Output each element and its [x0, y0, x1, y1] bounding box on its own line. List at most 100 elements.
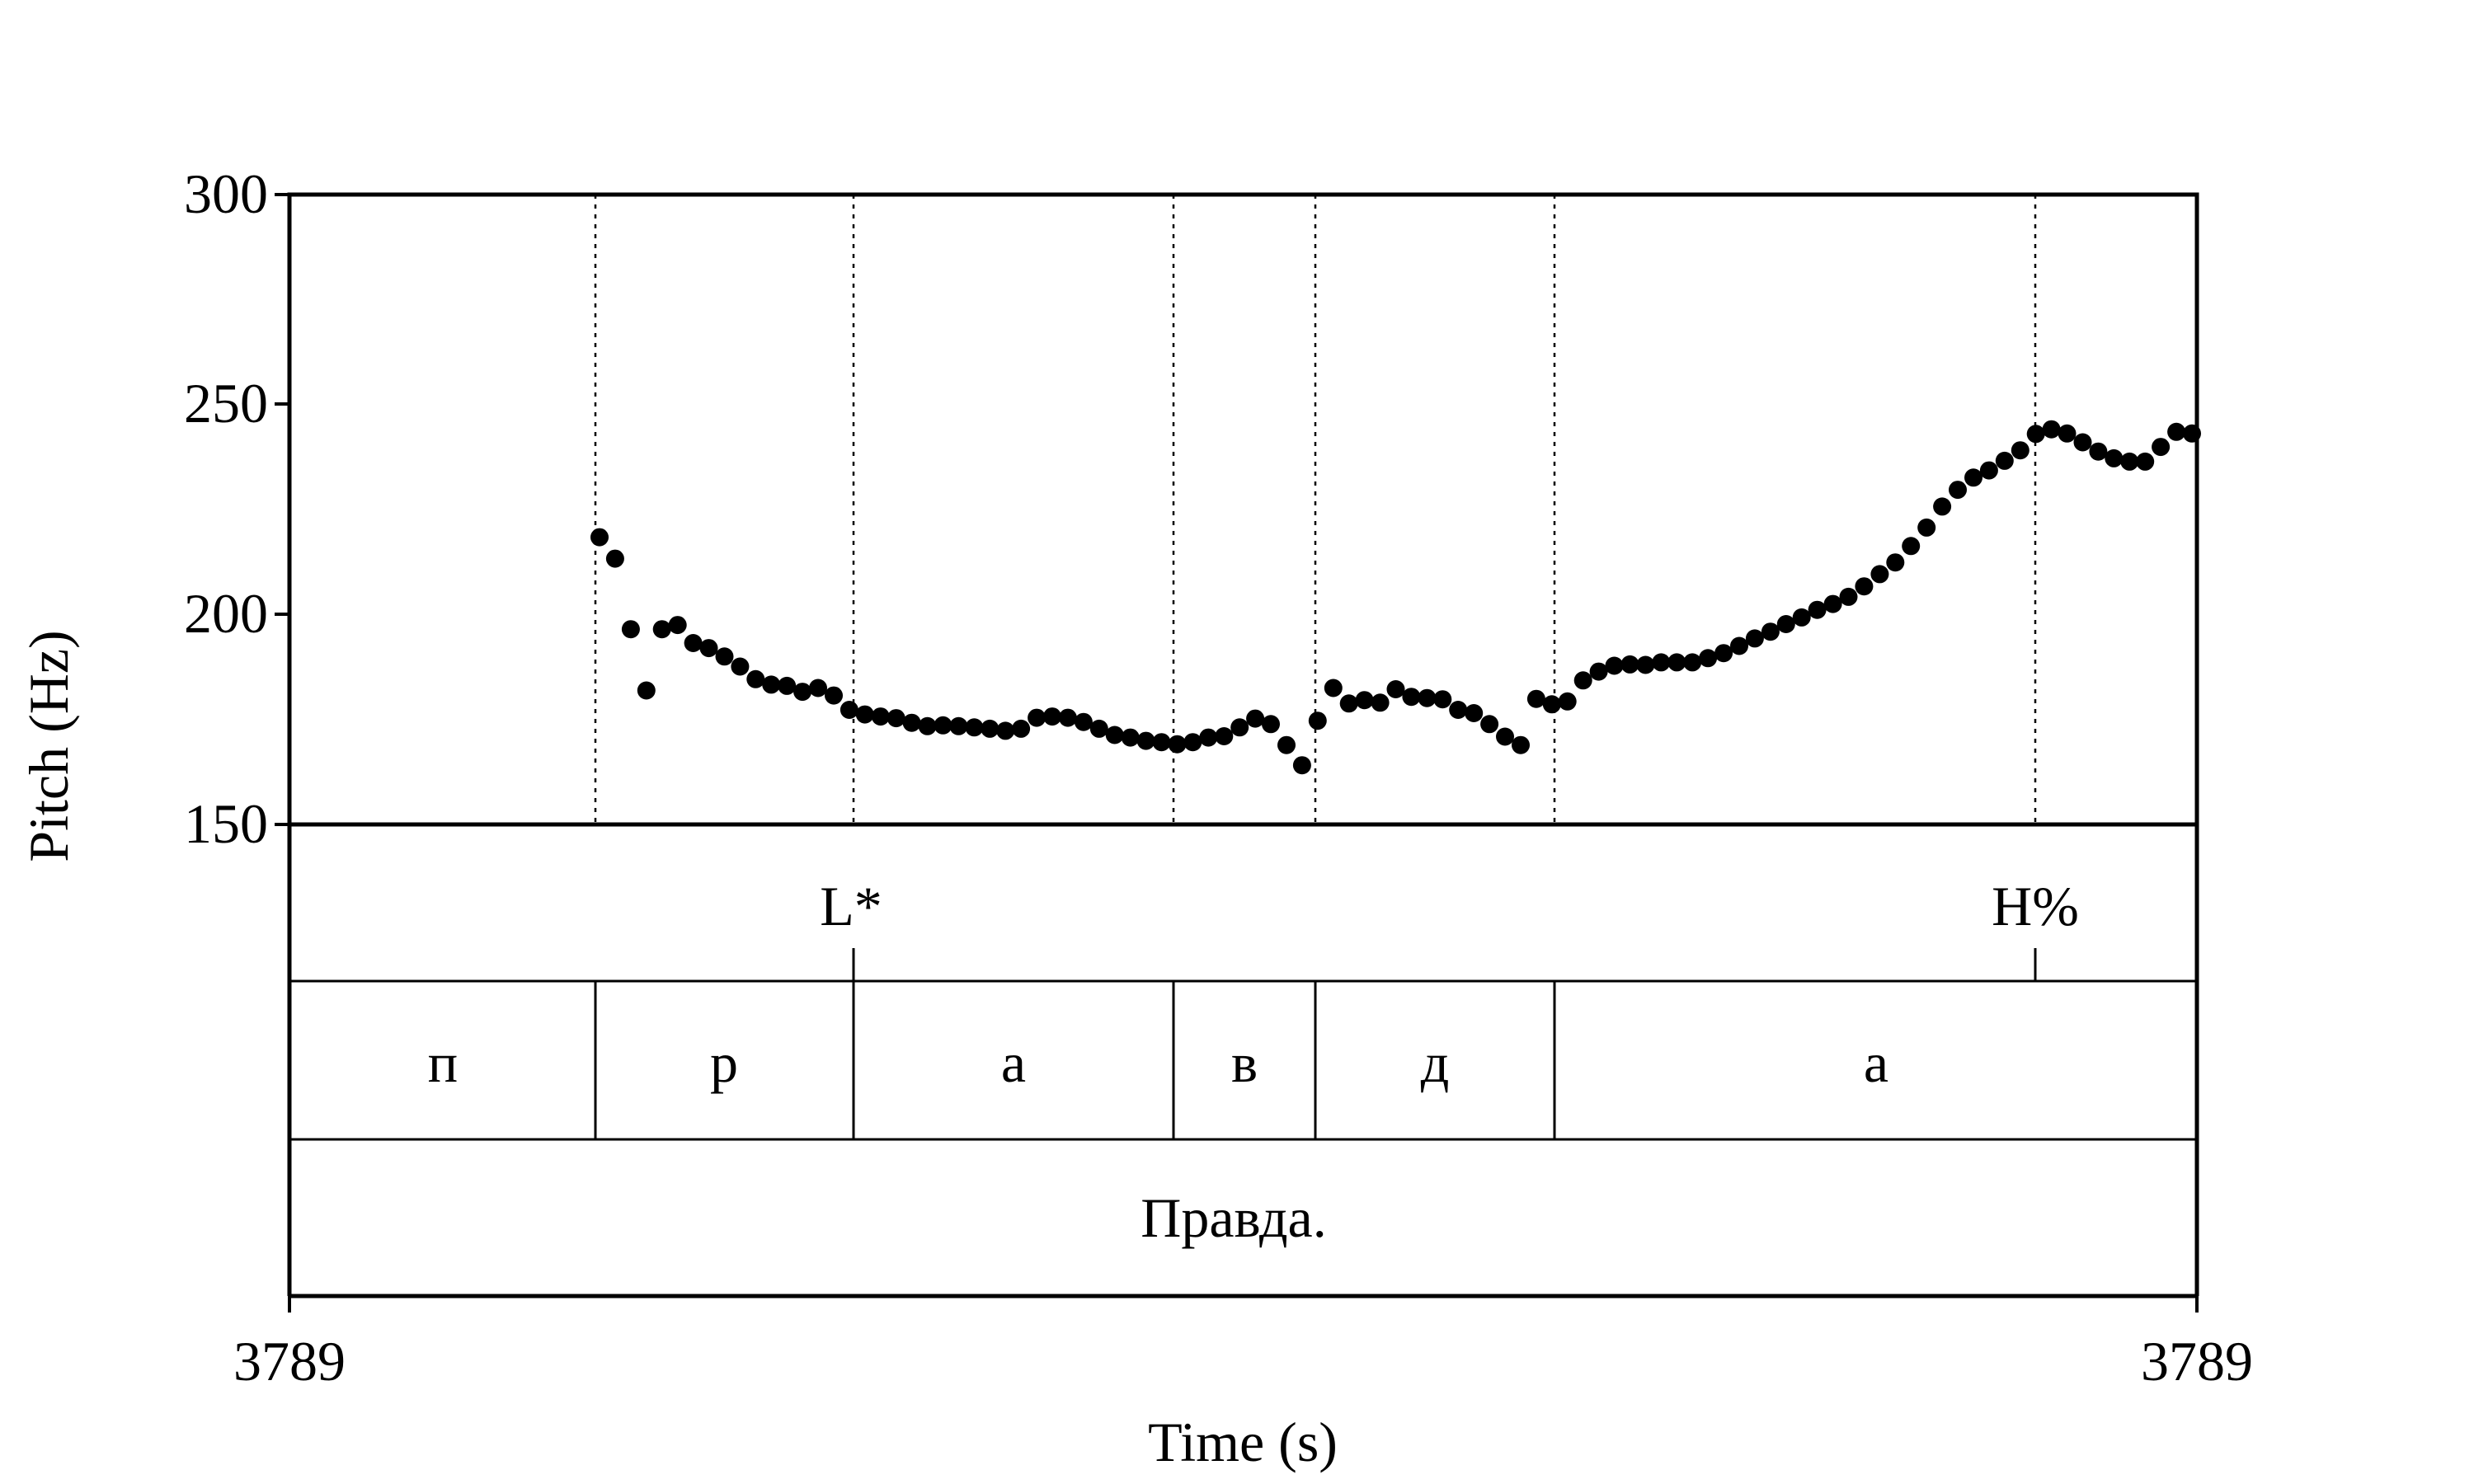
pitch-point — [1573, 671, 1592, 690]
tone-label: H% — [1992, 875, 2079, 937]
x-start-label: 3789 — [233, 1330, 346, 1392]
pitch-point — [699, 639, 718, 658]
pitch-point — [1058, 708, 1077, 727]
pitch-point — [715, 647, 734, 666]
pitch-point — [1262, 715, 1280, 734]
pitch-point — [1449, 701, 1468, 719]
pitch-point — [731, 657, 750, 676]
pitch-point — [1902, 537, 1921, 556]
pitch-point — [1667, 653, 1686, 672]
pitch-point — [1917, 518, 1936, 537]
pitch-point — [621, 620, 640, 639]
pitch-point — [1402, 688, 1421, 707]
pitch-point — [1839, 587, 1858, 606]
pitch-point — [1012, 719, 1031, 738]
pitch-point — [1605, 656, 1624, 675]
pitch-point — [934, 716, 952, 735]
pitch-point — [1028, 708, 1047, 727]
pitch-point — [1823, 594, 1842, 613]
pitch-point — [668, 616, 687, 635]
pitch-point — [1215, 727, 1234, 745]
pitch-point — [2058, 424, 2077, 443]
y-tick-label: 300 — [184, 162, 268, 225]
pitch-point — [1371, 693, 1390, 712]
segment-label: а — [1864, 1031, 1888, 1094]
pitch-point — [1714, 644, 1733, 663]
pitch-point — [2089, 442, 2108, 461]
pitch-point — [1121, 728, 1140, 747]
pitch-point — [793, 683, 812, 702]
pitch-point — [949, 716, 968, 735]
pitch-point — [2026, 425, 2045, 444]
pitch-point — [1355, 691, 1374, 710]
pitch-point — [1636, 655, 1655, 674]
pitch-point — [1292, 756, 1311, 775]
pitch-point — [1230, 718, 1249, 737]
y-axis-label: Pitch (Hz) — [17, 630, 80, 862]
pitch-point — [2152, 438, 2171, 457]
pitch-point — [1136, 731, 1155, 750]
pitch-point — [1183, 733, 1202, 752]
pitch-point — [1855, 577, 1874, 596]
pitch-point — [825, 686, 843, 705]
segment-label: д — [1421, 1031, 1450, 1094]
pitch-point — [1620, 655, 1639, 674]
tone-tier-frame — [288, 823, 2199, 983]
pitch-point — [1558, 692, 1577, 711]
pitch-point — [1792, 608, 1811, 627]
pitch-point — [809, 679, 827, 697]
pitch-point — [2136, 452, 2155, 471]
pitch-point — [1480, 715, 1499, 734]
pitch-point — [605, 549, 624, 568]
segment-boundaries — [594, 981, 1556, 1139]
pitch-point — [1246, 709, 1265, 728]
pitch-point — [2120, 452, 2139, 471]
pitch-point — [1465, 704, 1484, 722]
segment-label: п — [428, 1031, 458, 1094]
segment-label: р — [710, 1031, 738, 1094]
pitch-point — [1324, 679, 1343, 697]
y-axis: 300 250 200 150 Pitch (Hz) — [17, 162, 289, 862]
pitch-point — [1683, 653, 1702, 672]
pitch-point — [1949, 481, 1967, 500]
pitch-point — [684, 634, 703, 652]
pitch-point — [887, 709, 905, 728]
pitch-point — [840, 701, 858, 719]
pitch-point — [1699, 649, 1718, 668]
pitch-point — [1152, 733, 1171, 752]
pitch-point — [1089, 719, 1108, 738]
pitch-point — [2011, 441, 2030, 460]
pitch-point — [778, 676, 797, 695]
pitch-point — [996, 721, 1015, 740]
pitch-point — [746, 669, 765, 688]
pitch-point — [590, 528, 609, 547]
pitch-point — [1995, 451, 2014, 470]
pitch-point — [2183, 424, 2201, 443]
pitch-point — [637, 681, 656, 700]
segment-label: в — [1231, 1031, 1258, 1094]
pitch-point — [1308, 711, 1327, 730]
pitch-point — [1808, 600, 1827, 619]
word-label: Правда. — [1141, 1186, 1326, 1249]
pitch-point — [762, 675, 781, 694]
pitch-points — [590, 420, 2201, 775]
tone-label: L* — [820, 875, 882, 937]
pitch-point — [1964, 468, 1982, 487]
pitch-point — [965, 718, 984, 737]
pitch-point — [1043, 707, 1061, 726]
y-tick-label: 150 — [184, 792, 268, 855]
pitch-point — [1105, 726, 1124, 744]
pitch-point — [1745, 629, 1764, 648]
pitch-point — [1433, 690, 1452, 709]
pitch-point — [1168, 735, 1187, 754]
segment-label: а — [1001, 1031, 1026, 1094]
pitch-point — [1277, 735, 1296, 754]
pitch-point — [1933, 497, 1952, 516]
pitch-point — [1870, 565, 1889, 584]
pitch-point — [2167, 422, 2186, 441]
pitch-point — [855, 705, 874, 724]
pitch-point — [1512, 735, 1530, 754]
pitch-point — [1776, 615, 1795, 633]
pitch-point — [1386, 680, 1405, 698]
pitch-point — [1199, 728, 1218, 747]
